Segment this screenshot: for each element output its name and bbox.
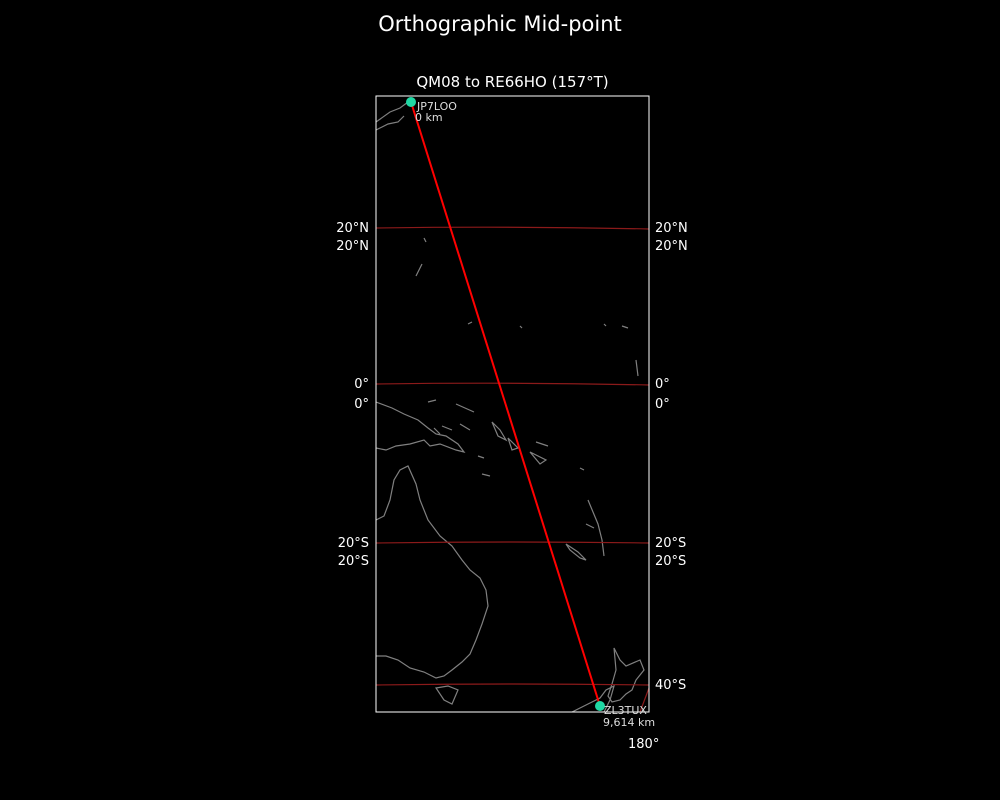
lat-labels-left: 20°N 20°N 0° 0° 20°S 20°S bbox=[336, 221, 369, 569]
station-distance-end: 9,614 km bbox=[603, 716, 655, 729]
station-distance-start: 0 km bbox=[415, 111, 443, 124]
gridline-equator bbox=[376, 382, 649, 386]
lat-label: 0° bbox=[655, 397, 670, 412]
lat-label: 0° bbox=[354, 377, 369, 392]
lat-label: 40°S bbox=[655, 678, 686, 693]
coastlines bbox=[376, 99, 645, 712]
coastline-new-zealand-north bbox=[607, 647, 645, 703]
figure-title: Orthographic Mid-point bbox=[378, 12, 622, 36]
coastline-new-caledonia bbox=[565, 543, 587, 561]
coastline-australia bbox=[376, 465, 489, 679]
lat-labels-right: 20°N 20°N 0° 0° 20°S 20°S 40°S bbox=[655, 221, 688, 693]
gridline-40s bbox=[376, 683, 649, 686]
coastline-islands bbox=[415, 237, 639, 557]
lat-label: 20°S bbox=[655, 554, 686, 569]
lat-label: 20°N bbox=[336, 221, 369, 236]
lat-label: 20°N bbox=[655, 221, 688, 236]
map-frame bbox=[375, 95, 650, 713]
gridline-20n bbox=[376, 226, 649, 230]
lat-label: 20°N bbox=[336, 239, 369, 254]
coastline-new-guinea bbox=[376, 401, 466, 453]
station-marker-end[interactable] bbox=[595, 701, 605, 711]
station-call-start: JP7LOO bbox=[416, 100, 457, 113]
gridline-20s bbox=[376, 541, 649, 544]
gridlines bbox=[376, 226, 649, 712]
coastline-tasmania bbox=[434, 685, 459, 705]
coastline-solomons bbox=[477, 421, 549, 477]
map-subtitle: QM08 to RE66HO (157°T) bbox=[416, 73, 609, 91]
lat-label: 20°S bbox=[338, 554, 369, 569]
lat-label: 20°N bbox=[655, 239, 688, 254]
gridline-180 bbox=[639, 687, 649, 712]
lon-label: 180° bbox=[628, 737, 659, 752]
great-circle-path bbox=[410, 101, 601, 707]
coastline-new-zealand-south bbox=[571, 684, 615, 712]
station-marker-start[interactable] bbox=[406, 97, 416, 107]
lat-label: 0° bbox=[655, 377, 670, 392]
lat-label: 20°S bbox=[655, 536, 686, 551]
lat-label: 0° bbox=[354, 397, 369, 412]
station-call-end: ZL3TUX bbox=[604, 704, 647, 717]
lat-label: 20°S bbox=[338, 536, 369, 551]
